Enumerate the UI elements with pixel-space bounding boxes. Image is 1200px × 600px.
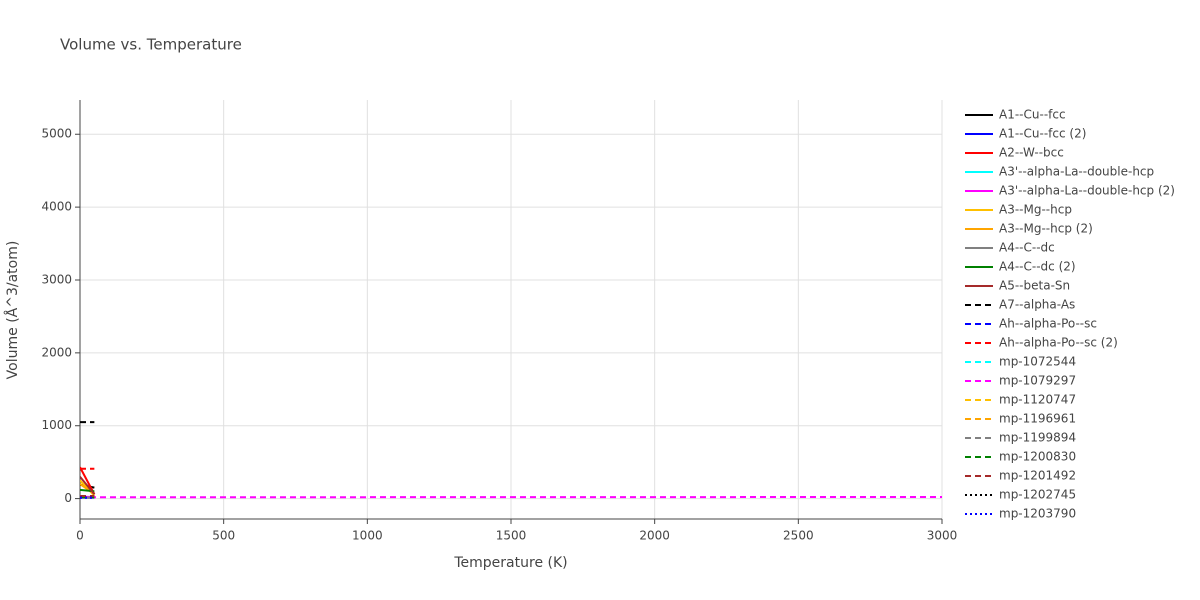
legend-label: mp-1120747 — [999, 393, 1076, 407]
series-line — [80, 466, 96, 495]
legend-label: A3--Mg--hcp — [999, 203, 1072, 217]
legend-label: A3--Mg--hcp (2) — [999, 222, 1093, 236]
y-tick-label: 2000 — [41, 345, 72, 359]
x-axis-title: Temperature (K) — [453, 555, 567, 571]
legend-label: mp-1202745 — [999, 488, 1076, 502]
x-tick-label: 0 — [76, 529, 84, 543]
plot-area — [80, 421, 942, 499]
legend-label: mp-1203790 — [999, 507, 1076, 521]
legend-label: mp-1201492 — [999, 469, 1076, 483]
x-tick-label: 1000 — [352, 529, 383, 543]
chart-title: Volume vs. Temperature — [60, 36, 242, 54]
legend-label: mp-1072544 — [999, 355, 1076, 369]
grid: 0 500 1000 1500 2000 2500 3000 0 1000 2000 3000 400… — [41, 100, 957, 543]
x-tick-label: 2500 — [783, 529, 814, 543]
legend-label: mp-1199894 — [999, 431, 1076, 445]
y-axis-title: Volume (Å^3/atom) — [4, 241, 21, 380]
legend-label: Ah--alpha-Po--sc (2) — [999, 336, 1118, 350]
x-tick-label: 3000 — [927, 529, 958, 543]
legend-label: mp-1196961 — [999, 412, 1076, 426]
legend-label: A1--Cu--fcc — [999, 108, 1066, 122]
legend-label: A5--beta-Sn — [999, 279, 1070, 293]
legend-label: A2--W--bcc — [999, 146, 1064, 160]
y-tick-label: 0 — [64, 491, 72, 505]
legend-label: A4--C--dc — [999, 241, 1055, 255]
series-line — [80, 476, 96, 495]
x-tick-label: 1500 — [496, 529, 527, 543]
legend-label: A3'--alpha-La--double-hcp — [999, 165, 1154, 179]
legend-label: mp-1079297 — [999, 374, 1076, 388]
x-tick-label: 500 — [212, 529, 235, 543]
legend-label: A1--Cu--fcc (2) — [999, 127, 1086, 141]
x-tick-label: 2000 — [639, 529, 670, 543]
legend: A1--Cu--fcc A1--Cu--fcc (2) A2--W--bcc A3'-… — [965, 108, 1175, 521]
y-tick-label: 1000 — [41, 418, 72, 432]
y-tick-label: 4000 — [41, 200, 72, 214]
legend-label: mp-1200830 — [999, 450, 1076, 464]
y-tick-label: 5000 — [41, 127, 72, 141]
legend-label: Ah--alpha-Po--sc — [999, 317, 1097, 331]
legend-label: A7--alpha-As — [999, 298, 1075, 312]
y-tick-label: 3000 — [41, 272, 72, 286]
legend-label: A3'--alpha-La--double-hcp (2) — [999, 184, 1175, 198]
legend-label: A4--C--dc (2) — [999, 260, 1076, 274]
